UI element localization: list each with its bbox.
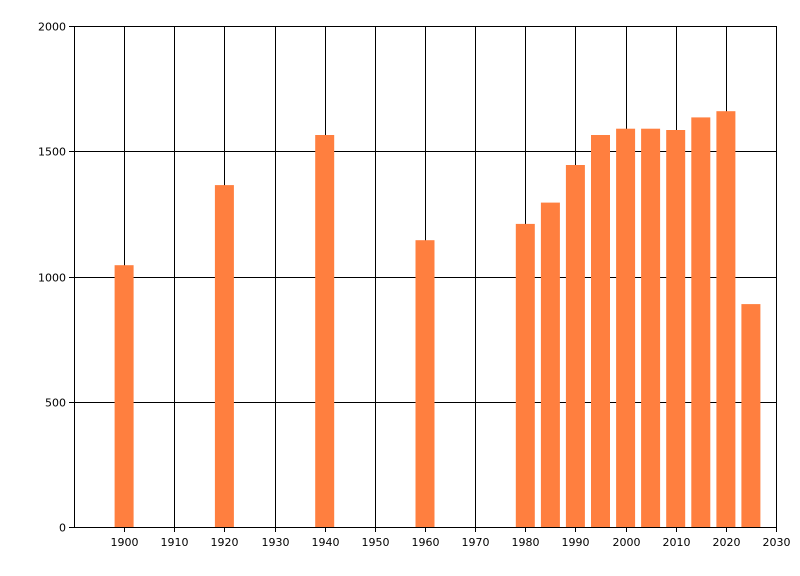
- x-tick-label: 1950: [362, 536, 390, 549]
- bar-1980: [515, 223, 535, 527]
- bar-2020: [716, 111, 736, 527]
- tick-labels: 0 500 1000 1500 2000 1900 1910 1920 1930 1940 1950…: [38, 21, 791, 550]
- bar-1960: [415, 240, 435, 527]
- y-tick-label: 1500: [38, 146, 66, 159]
- x-tick-label: 2010: [663, 536, 691, 549]
- y-tick-label: 1000: [38, 272, 66, 285]
- bar-1940: [315, 135, 335, 527]
- axes: [69, 26, 777, 532]
- bar-1990: [565, 165, 585, 527]
- x-tick-label: 1940: [312, 536, 340, 549]
- x-tick-label: 1960: [412, 536, 440, 549]
- x-tick-label: 1980: [512, 536, 540, 549]
- x-tick-label: 1970: [462, 536, 490, 549]
- x-tick-label: 1920: [211, 536, 239, 549]
- y-tick-label: 2000: [38, 21, 66, 34]
- x-tick-label: 1900: [111, 536, 139, 549]
- bar-1995: [591, 135, 610, 527]
- bar-1985: [540, 202, 560, 527]
- y-tick-label: 0: [59, 522, 66, 535]
- x-tick-label: 1930: [262, 536, 290, 549]
- bar-2005: [641, 128, 661, 527]
- x-tick-label: 2020: [713, 536, 741, 549]
- bar-1900: [114, 265, 134, 527]
- y-tick-label: 500: [45, 397, 66, 410]
- bar-2025: [741, 304, 761, 527]
- x-tick-label: 1990: [562, 536, 590, 549]
- x-tick-label: 2000: [613, 536, 641, 549]
- x-tick-label: 1910: [161, 536, 189, 549]
- bar-1920: [214, 185, 234, 527]
- x-tick-label: 2030: [763, 536, 791, 549]
- bar-2000: [616, 128, 636, 527]
- bar-2015: [691, 117, 711, 528]
- bar-2010: [666, 130, 686, 527]
- bars: [114, 111, 761, 528]
